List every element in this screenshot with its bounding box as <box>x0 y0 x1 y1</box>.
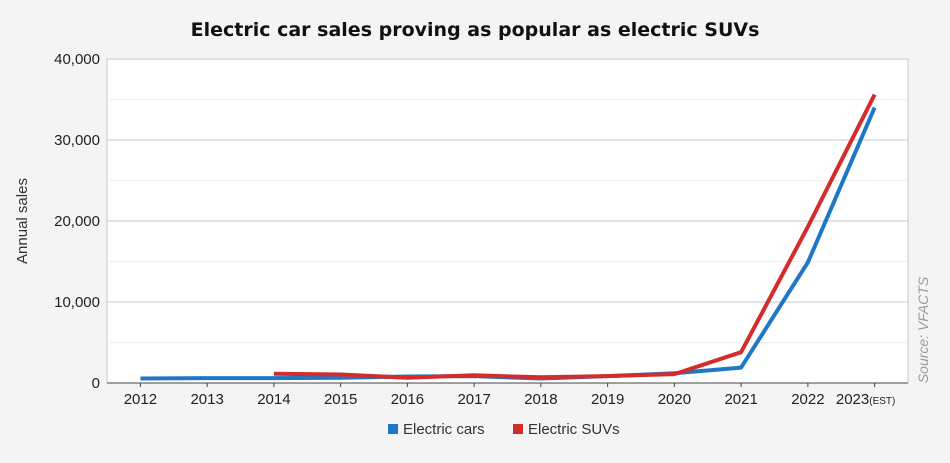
y-tick-label: 10,000 <box>54 294 100 311</box>
x-tick-suffix: (EST) <box>869 396 895 407</box>
legend-swatch <box>513 424 523 434</box>
minor-gridlines <box>107 99 908 343</box>
x-tick-label: 2014 <box>257 391 290 408</box>
legend-swatch <box>388 424 398 434</box>
major-gridlines <box>107 58 908 303</box>
x-tick-label: 2015 <box>324 391 357 408</box>
x-tick-label: 2013 <box>190 391 223 408</box>
x-tick-label: 2017 <box>457 391 490 408</box>
y-tick-label: 30,000 <box>54 132 100 149</box>
legend-label: Electric cars <box>403 421 485 438</box>
x-axis-ticks: 2012 2013 2014 2015 2016 2017 2018 2019 2020 2021… <box>124 383 895 408</box>
x-tick-label: 2023(EST) <box>836 391 895 408</box>
y-tick-label: 20,000 <box>54 213 100 230</box>
x-tick-label: 2021 <box>724 391 757 408</box>
y-axis-label: Annual sales <box>14 178 31 264</box>
legend: Electric cars Electric SUVs <box>388 421 620 438</box>
x-tick-label: 2018 <box>524 391 557 408</box>
y-axis-ticks: 0 10,000 20,000 30,000 40,000 <box>54 51 100 392</box>
series-layer <box>140 93 877 381</box>
y-tick-label: 40,000 <box>54 51 100 68</box>
x-tick-label: 2019 <box>591 391 624 408</box>
series-line-electric-suvs <box>273 93 877 380</box>
x-tick-label: 2020 <box>658 391 691 408</box>
chart-title: Electric car sales proving as popular as… <box>191 19 760 41</box>
legend-label: Electric SUVs <box>528 421 620 438</box>
x-tick-label: 2016 <box>391 391 424 408</box>
x-tick-label: 2012 <box>124 391 157 408</box>
source-note: Source: VFACTS <box>915 276 931 383</box>
x-tick-label: 2022 <box>791 391 824 408</box>
y-tick-label: 0 <box>92 375 100 392</box>
